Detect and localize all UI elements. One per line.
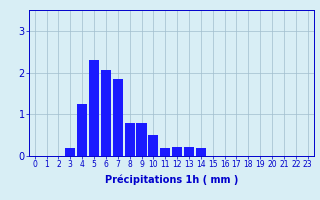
Bar <box>172 147 182 156</box>
Bar <box>148 135 158 156</box>
X-axis label: Précipitations 1h ( mm ): Précipitations 1h ( mm ) <box>105 175 238 185</box>
Bar <box>89 60 99 156</box>
Bar <box>160 148 170 156</box>
Bar <box>137 123 147 156</box>
Bar <box>113 79 123 156</box>
Bar <box>65 148 76 156</box>
Bar <box>184 147 194 156</box>
Bar <box>124 123 135 156</box>
Bar <box>77 104 87 156</box>
Bar <box>101 70 111 156</box>
Bar <box>196 148 206 156</box>
